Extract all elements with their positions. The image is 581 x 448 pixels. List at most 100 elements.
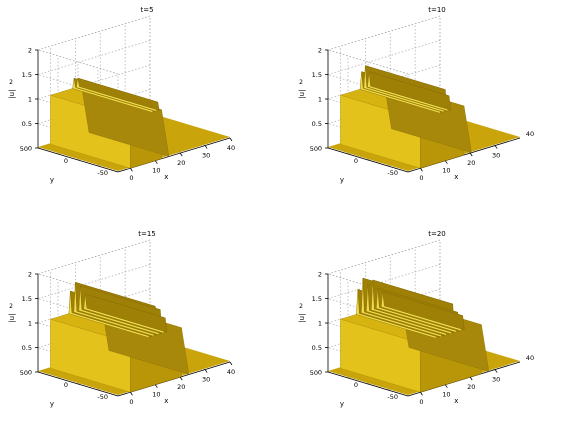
z-tick-label: 1 bbox=[318, 96, 322, 104]
z-tick-label: 2 bbox=[318, 271, 322, 279]
x-tick bbox=[179, 376, 183, 381]
x-tick-label: 0 bbox=[129, 174, 133, 182]
box-edge bbox=[327, 15, 441, 51]
z-tick-label: 0.5 bbox=[22, 344, 32, 352]
y-tick-label: -50 bbox=[387, 393, 398, 401]
x-tick-label: 0 bbox=[129, 398, 133, 406]
z-tick-label: 0 bbox=[318, 369, 322, 377]
x-tick bbox=[130, 168, 133, 172]
z-tick-label: 1 bbox=[28, 320, 32, 328]
y-tick-label: 50 bbox=[20, 369, 28, 377]
box-edge bbox=[327, 239, 441, 275]
z-tick-label: 2 bbox=[28, 271, 32, 279]
z-axis-label: |u| bbox=[298, 314, 306, 323]
x-tick-label: 30 bbox=[492, 152, 500, 160]
z-tick-label: 1.5 bbox=[312, 71, 322, 79]
surface-ripple-shade bbox=[85, 293, 168, 333]
x-tick-label: 40 bbox=[526, 354, 534, 362]
z-tick-label: 0.5 bbox=[312, 344, 322, 352]
x-tick-label: 0 bbox=[419, 174, 423, 182]
x-tick bbox=[420, 168, 423, 172]
z-tick-label: 1.5 bbox=[312, 295, 322, 303]
y-axis-label: y bbox=[50, 176, 54, 184]
z-axis-label-exponent: 2 bbox=[299, 303, 303, 310]
x-tick bbox=[469, 376, 473, 381]
x-axis-label: x bbox=[164, 173, 168, 181]
y-tick-label: -50 bbox=[97, 393, 108, 401]
x-axis-label: x bbox=[454, 173, 458, 181]
y-tick-label: 50 bbox=[20, 145, 28, 153]
x-tick bbox=[494, 369, 498, 373]
box-edge bbox=[37, 239, 151, 275]
x-tick-label: 10 bbox=[442, 167, 450, 175]
x-tick bbox=[179, 152, 183, 157]
x-tick bbox=[494, 145, 498, 149]
y-tick-label: 50 bbox=[310, 145, 318, 153]
x-tick-label: 10 bbox=[442, 391, 450, 399]
y-axis-label: y bbox=[340, 176, 344, 184]
x-axis-label: x bbox=[164, 397, 168, 405]
x-tick-label: 40 bbox=[227, 144, 235, 152]
x-tick-label: 20 bbox=[467, 383, 475, 391]
x-tick bbox=[229, 361, 233, 366]
z-tick-label: 0 bbox=[28, 369, 32, 377]
z-tick-label: 1.5 bbox=[22, 295, 32, 303]
z-tick-label: 2 bbox=[318, 47, 322, 55]
x-tick-label: 40 bbox=[227, 368, 235, 376]
x-tick-label: 0 bbox=[419, 398, 423, 406]
y-axis-line bbox=[37, 371, 119, 397]
x-tick bbox=[229, 137, 233, 142]
y-axis-line bbox=[327, 371, 409, 397]
z-tick-label: 0 bbox=[28, 145, 32, 153]
y-axis-label: y bbox=[340, 400, 344, 408]
x-tick bbox=[204, 369, 208, 373]
y-tick-label: -50 bbox=[97, 169, 108, 177]
z-tick-label: 1 bbox=[28, 96, 32, 104]
x-tick-label: 20 bbox=[467, 159, 475, 167]
z-tick-label: 0.5 bbox=[22, 120, 32, 128]
z-axis-label-exponent: 2 bbox=[299, 79, 303, 86]
z-axis-label-exponent: 2 bbox=[9, 303, 13, 310]
y-axis-line bbox=[327, 147, 409, 173]
z-axis-label: |u| bbox=[8, 90, 16, 99]
chart-title: t=5 bbox=[140, 6, 153, 14]
y-axis-label: y bbox=[50, 400, 54, 408]
y-tick-label: 0 bbox=[354, 381, 358, 389]
y-tick-label: 0 bbox=[354, 157, 358, 165]
z-tick-label: 0 bbox=[318, 145, 322, 153]
x-tick-label: 20 bbox=[177, 383, 185, 391]
y-tick-label: 50 bbox=[310, 369, 318, 377]
chart-title: t=20 bbox=[428, 230, 446, 238]
x-tick bbox=[204, 145, 208, 149]
y-tick-label: 0 bbox=[64, 157, 68, 165]
x-tick bbox=[445, 384, 448, 388]
x-tick-label: 30 bbox=[492, 376, 500, 384]
x-tick-label: 20 bbox=[177, 159, 185, 167]
chart-title: t=15 bbox=[138, 230, 156, 238]
x-axis-label: x bbox=[454, 397, 458, 405]
box-edge bbox=[37, 15, 151, 51]
z-tick-label: 0.5 bbox=[312, 120, 322, 128]
x-tick-label: 10 bbox=[152, 167, 160, 175]
y-tick-label: -50 bbox=[387, 169, 398, 177]
x-tick-label: 10 bbox=[152, 391, 160, 399]
x-tick bbox=[155, 160, 158, 164]
z-axis-label-exponent: 2 bbox=[9, 79, 13, 86]
x-tick bbox=[469, 152, 473, 157]
x-tick-label: 30 bbox=[202, 152, 210, 160]
y-tick-label: 0 bbox=[64, 381, 68, 389]
z-axis-label: |u| bbox=[298, 90, 306, 99]
x-tick bbox=[420, 392, 423, 396]
z-tick-label: 2 bbox=[28, 47, 32, 55]
chart-title: t=10 bbox=[428, 6, 446, 14]
x-tick-label: 40 bbox=[526, 130, 534, 138]
y-axis-line bbox=[37, 147, 119, 173]
surface-ripple-shade bbox=[382, 291, 465, 331]
x-tick bbox=[130, 392, 133, 396]
back-wall-gridline bbox=[37, 40, 151, 75]
